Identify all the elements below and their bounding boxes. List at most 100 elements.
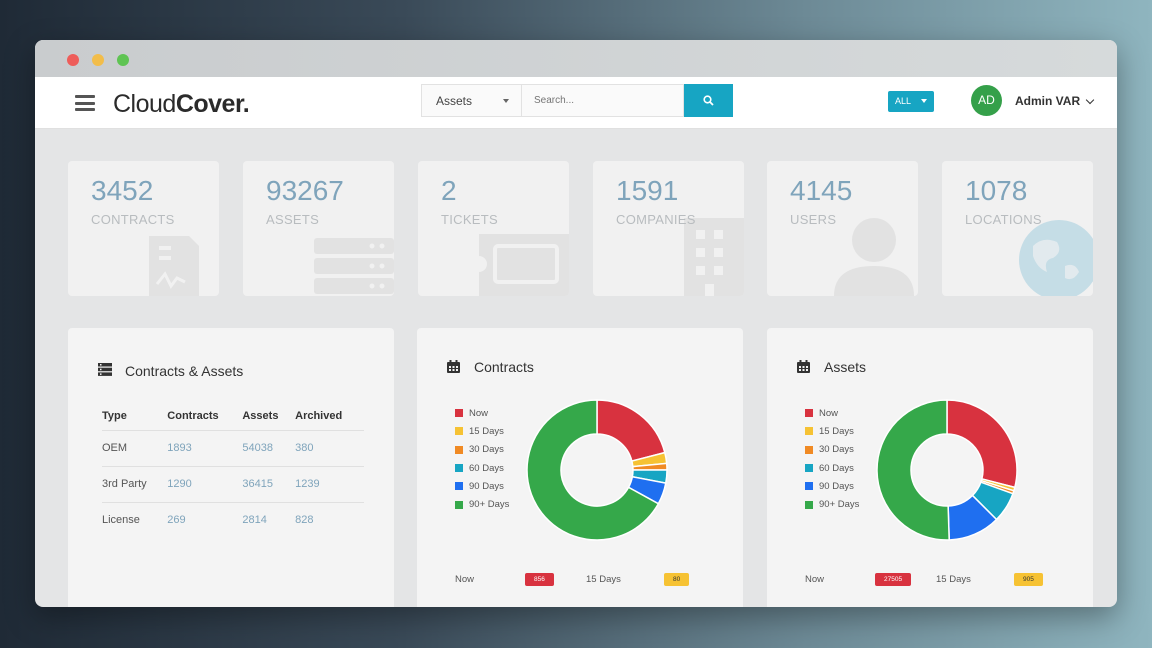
summary-label: Now	[455, 574, 475, 585]
legend-item[interactable]: 90+ Days	[805, 495, 859, 513]
ticket-icon	[479, 234, 569, 296]
stat-card-users[interactable]: 4145 USERS	[767, 161, 918, 296]
filter-dropdown[interactable]: ALL	[888, 91, 934, 112]
status-badge[interactable]: 905	[1014, 573, 1043, 586]
user-menu[interactable]: Admin VAR	[1015, 94, 1081, 108]
stat-card-locations[interactable]: 1078 LOCATIONS	[942, 161, 1093, 296]
legend-swatch	[805, 409, 813, 418]
calendar-icon	[797, 360, 810, 373]
close-window-button[interactable]	[67, 54, 79, 66]
search-bar: Assets	[421, 84, 733, 117]
stat-card-tickets[interactable]: 2 TICKETS	[418, 161, 569, 296]
chart-legend: Now 15 Days 30 Days 60 Days 90 Days 90+ …	[455, 404, 509, 514]
contracts-donut-chart	[526, 399, 668, 541]
column-header: Type	[102, 409, 127, 422]
minimize-window-button[interactable]	[92, 54, 104, 66]
search-category-label: Assets	[436, 94, 473, 108]
legend-swatch	[455, 409, 463, 418]
legend-item[interactable]: 30 Days	[805, 441, 859, 459]
assets-link[interactable]: 36415	[242, 465, 296, 502]
stat-value: 1591	[616, 175, 679, 206]
legend-swatch	[805, 464, 813, 473]
summary-label: 15 Days	[936, 574, 971, 585]
legend-swatch	[805, 482, 813, 491]
status-badge[interactable]: 80	[664, 573, 690, 586]
building-icon	[684, 218, 744, 296]
contract-icon	[149, 236, 199, 296]
column-header: Assets	[242, 409, 279, 422]
stat-label: USERS	[790, 212, 837, 227]
assets-link[interactable]: 54038	[242, 429, 296, 466]
stat-label: COMPANIES	[616, 212, 696, 227]
donut-slice-now[interactable]	[596, 399, 666, 462]
legend-item[interactable]: Now	[455, 404, 509, 422]
legend-item[interactable]: 90+ Days	[455, 495, 509, 513]
column-header: Contracts	[167, 409, 219, 422]
assets-link[interactable]: 2814	[242, 501, 296, 538]
donut-slice-90-days[interactable]	[526, 399, 660, 541]
app-logo[interactable]: CloudCover.	[113, 90, 250, 119]
stat-value: 2	[441, 175, 457, 206]
status-badge[interactable]: 27505	[875, 573, 912, 586]
avatar[interactable]: AD	[971, 85, 1002, 116]
summary-label: Now	[805, 574, 825, 585]
archived-link[interactable]: 828	[295, 501, 364, 538]
legend-item[interactable]: 15 Days	[455, 422, 509, 440]
legend-item[interactable]: 30 Days	[455, 441, 509, 459]
legend-label: 90 Days	[819, 480, 854, 492]
table-row: OEM 1893 54038 380	[102, 429, 364, 466]
stat-value: 93267	[266, 175, 344, 206]
status-badge[interactable]: 856	[525, 573, 554, 586]
legend-item[interactable]: 90 Days	[455, 477, 509, 495]
legend-swatch	[805, 427, 813, 436]
contracts-link[interactable]: 269	[167, 501, 243, 538]
search-input[interactable]	[521, 84, 684, 117]
server-icon	[314, 238, 394, 294]
user-icon	[834, 218, 914, 296]
contracts-assets-panel: Contracts & Assets Type Contracts Assets…	[68, 328, 394, 607]
search-button[interactable]	[684, 84, 733, 117]
legend-swatch	[455, 500, 463, 509]
donut-slice-90-days[interactable]	[876, 399, 950, 541]
donut-slice-now[interactable]	[946, 399, 1018, 489]
legend-item[interactable]: Now	[805, 404, 859, 422]
summary-label: 15 Days	[586, 574, 621, 585]
stat-label: TICKETS	[441, 212, 498, 227]
chevron-down-icon[interactable]	[1085, 95, 1095, 105]
panel-title: Contracts	[474, 359, 534, 375]
legend-swatch	[455, 464, 463, 473]
contracts-assets-table: Type Contracts Assets Archived OEM 1893 …	[102, 408, 364, 538]
chart-legend: Now 15 Days 30 Days 60 Days 90 Days 90+ …	[805, 404, 859, 514]
legend-label: 90+ Days	[819, 499, 860, 511]
column-header: Archived	[295, 409, 343, 422]
legend-label: Now	[469, 407, 489, 419]
contracts-chart-panel: Contracts Now 15 Days 30 Days 60 Days 90…	[417, 328, 743, 607]
legend-label: 30 Days	[469, 444, 504, 456]
archived-link[interactable]: 380	[295, 429, 364, 466]
maximize-window-button[interactable]	[117, 54, 129, 66]
search-category-select[interactable]: Assets	[421, 84, 521, 117]
legend-label: 60 Days	[819, 462, 854, 474]
chevron-down-icon	[921, 99, 927, 103]
legend-label: 90 Days	[469, 480, 504, 492]
stat-label: LOCATIONS	[965, 212, 1042, 227]
legend-swatch	[455, 427, 463, 436]
stat-label: ASSETS	[266, 212, 320, 227]
stat-card-companies[interactable]: 1591 COMPANIES	[593, 161, 744, 296]
stat-card-assets[interactable]: 93267 ASSETS	[243, 161, 394, 296]
archived-link[interactable]: 1239	[295, 465, 364, 502]
legend-item[interactable]: 90 Days	[805, 477, 859, 495]
legend-label: 60 Days	[469, 462, 504, 474]
legend-swatch	[455, 445, 463, 454]
database-icon	[98, 363, 112, 376]
table-row: License 269 2814 828	[102, 501, 364, 538]
stat-card-contracts[interactable]: 3452 CONTRACTS	[68, 161, 219, 296]
legend-item[interactable]: 60 Days	[805, 459, 859, 477]
contracts-link[interactable]: 1290	[167, 465, 243, 502]
hamburger-menu-icon[interactable]	[75, 95, 95, 111]
globe-icon	[1019, 220, 1093, 296]
legend-swatch	[805, 445, 813, 454]
legend-item[interactable]: 15 Days	[805, 422, 859, 440]
contracts-link[interactable]: 1893	[167, 429, 243, 466]
legend-item[interactable]: 60 Days	[455, 459, 509, 477]
